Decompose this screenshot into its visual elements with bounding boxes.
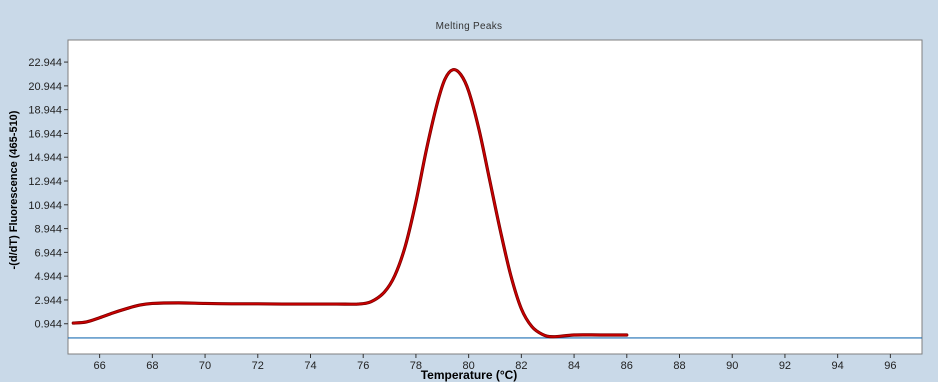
x-tick-label: 70 [199, 360, 211, 372]
y-tick-label: 6.944 [34, 247, 62, 259]
x-tick-label: 90 [726, 360, 738, 372]
y-tick-label: 4.944 [34, 271, 62, 283]
melting-curve-line [72, 68, 628, 338]
x-tick-label: 86 [621, 360, 633, 372]
x-tick-label: 74 [304, 360, 316, 372]
x-tick-label: 94 [832, 360, 844, 372]
y-tick-label: 14.944 [28, 152, 62, 164]
y-axis-label: -(d/dT) Fluorescence (465-510) [8, 110, 20, 270]
y-axis: 0.944 2.944 4.944 6.944 8.944 10.944 12.944 14.… [28, 57, 68, 331]
x-tick-label: 80 [463, 360, 475, 372]
x-tick-label: 84 [568, 360, 580, 372]
x-tick-label: 82 [515, 360, 527, 372]
y-tick-label: 18.944 [28, 105, 62, 117]
y-tick-label: 0.944 [34, 319, 62, 331]
x-tick-label: 72 [252, 360, 264, 372]
y-tick-label: 16.944 [28, 128, 62, 140]
y-tick-label: 10.944 [28, 200, 62, 212]
y-tick-label: 22.944 [28, 57, 62, 69]
melting-curve-series [71, 67, 629, 339]
x-tick-label: 92 [779, 360, 791, 372]
plot-background [67, 39, 923, 355]
y-tick-label: 2.944 [34, 295, 62, 307]
x-tick-label: 88 [673, 360, 685, 372]
y-tick-label: 20.944 [28, 81, 62, 93]
x-tick-label: 68 [146, 360, 158, 372]
y-tick-label: 8.944 [34, 224, 62, 236]
y-tick-label: 12.944 [28, 176, 62, 188]
x-axis-label: Temperature (°C) [420, 368, 518, 382]
x-tick-label: 96 [884, 360, 896, 372]
x-tick-label: 76 [357, 360, 369, 372]
chart-title: Melting Peaks [435, 21, 503, 32]
x-tick-label: 66 [94, 360, 106, 372]
x-tick-label: 78 [410, 360, 422, 372]
x-axis: 66 68 70 72 74 76 78 80 82 84 86 88 90 92 94 96 [94, 354, 896, 372]
